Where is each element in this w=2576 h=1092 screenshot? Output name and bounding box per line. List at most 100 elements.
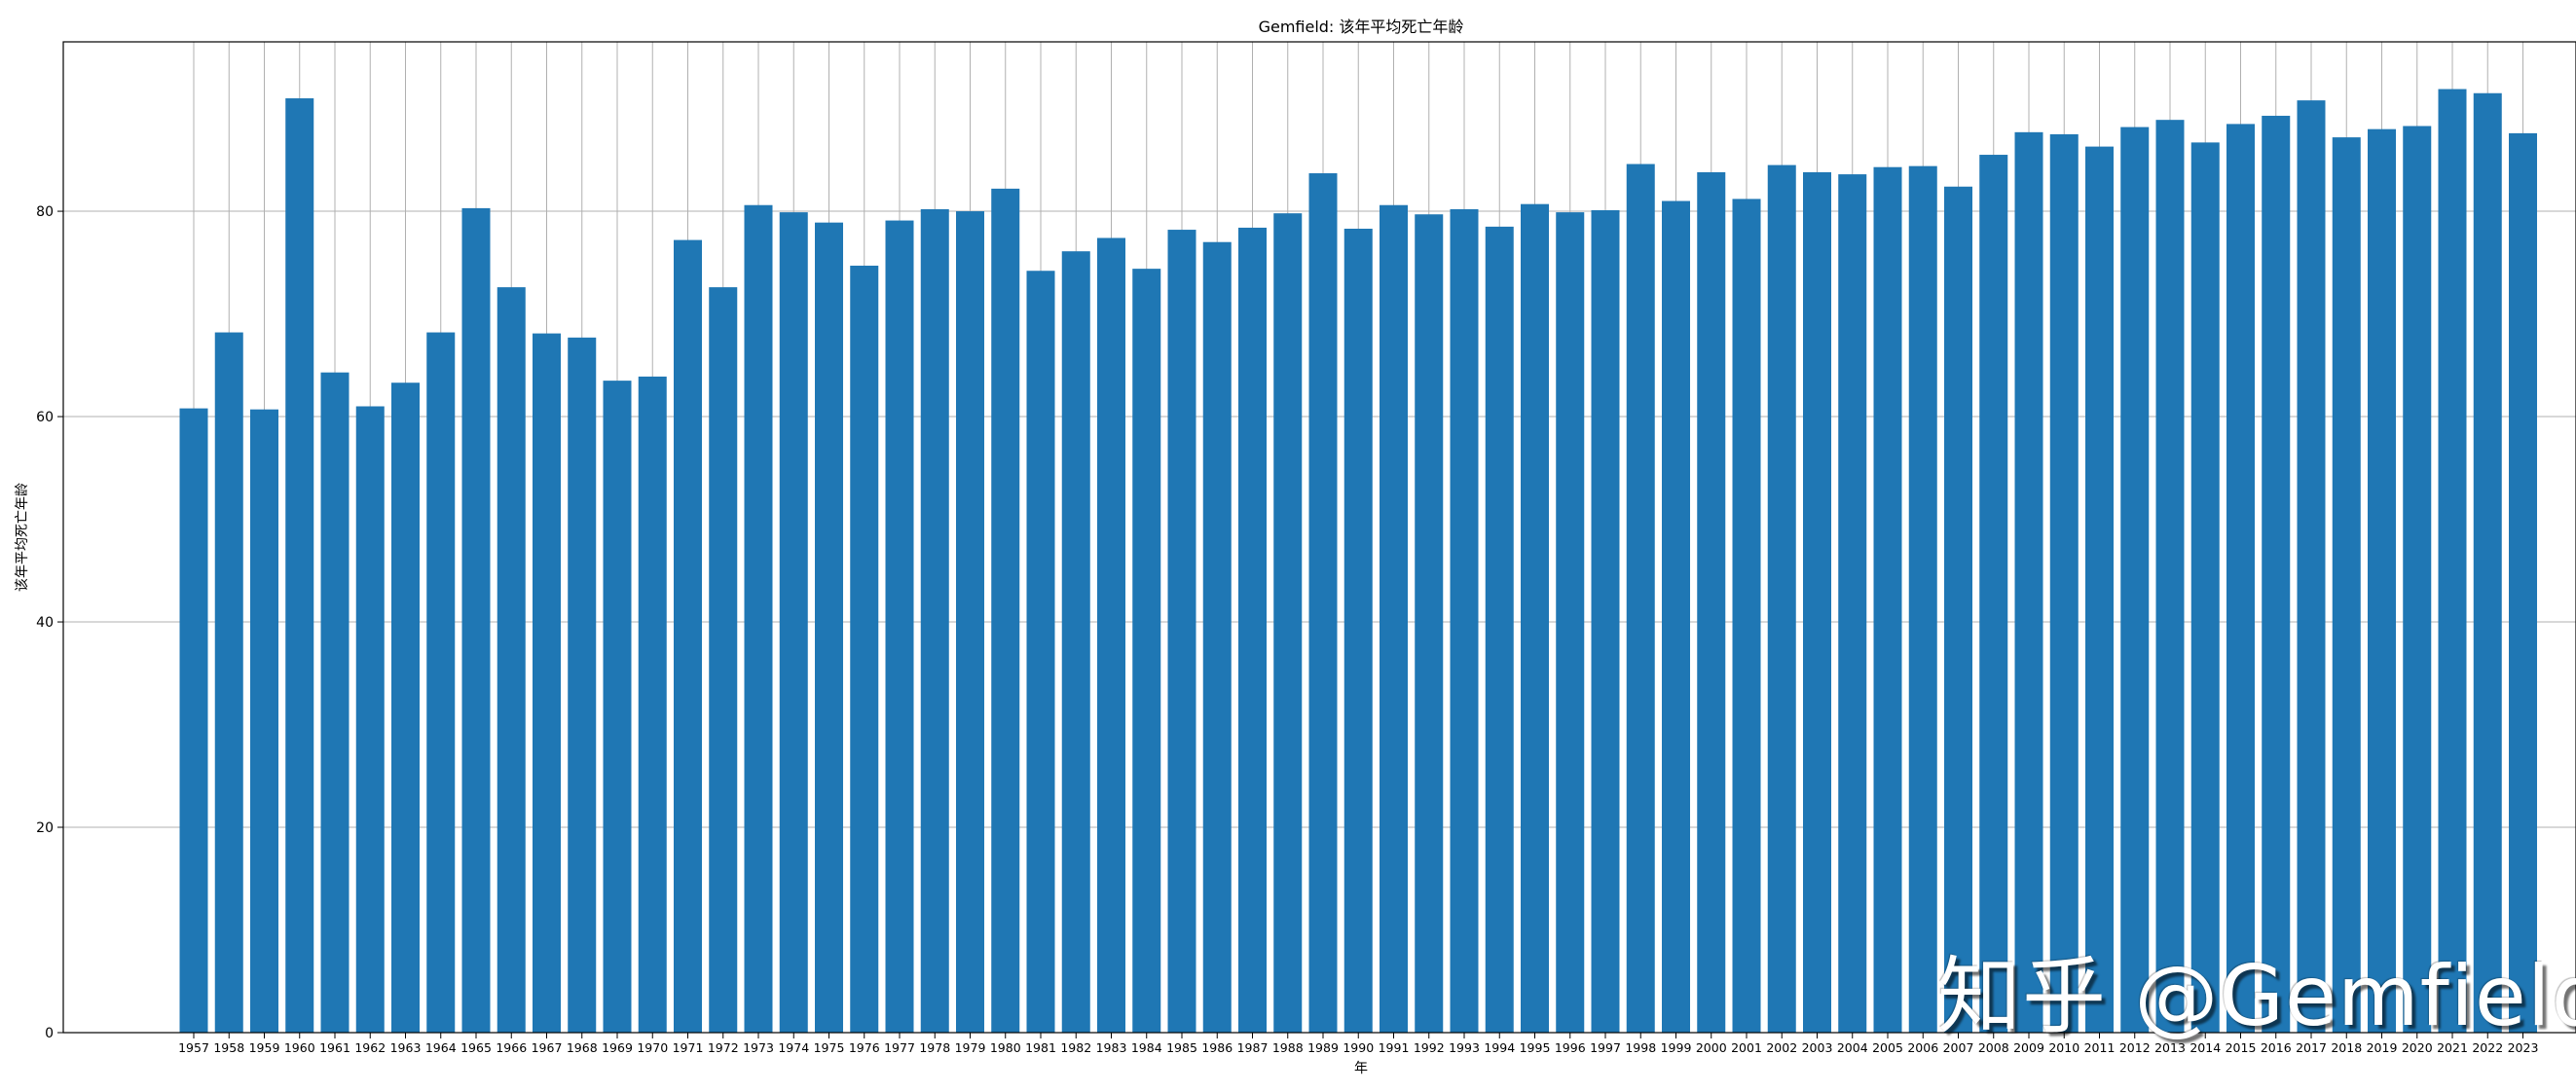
x-tick-label: 1979 — [955, 1040, 986, 1055]
chart-title: Gemfield: 该年平均死亡年龄 — [1259, 18, 1464, 36]
plot-frame — [62, 41, 2576, 1034]
bar-1980 — [991, 188, 1020, 1033]
x-tick-label: 2007 — [1943, 1040, 1974, 1055]
y-axis-label: 该年平均死亡年龄 — [15, 483, 30, 592]
x-tick-label: 1976 — [849, 1040, 880, 1055]
bar-2008 — [1979, 155, 2008, 1034]
y-tick-label: 40 — [36, 615, 54, 631]
bar-1967 — [533, 333, 561, 1034]
bar-2011 — [2085, 146, 2114, 1034]
x-tick-label: 2002 — [1766, 1040, 1797, 1055]
x-tick-label: 2004 — [1837, 1040, 1868, 1055]
x-tick-label: 1977 — [884, 1040, 915, 1055]
x-tick-label: 2023 — [2508, 1040, 2539, 1055]
x-tick-label: 1959 — [249, 1040, 280, 1055]
bar-2000 — [1697, 171, 1726, 1034]
bar-1973 — [744, 204, 773, 1033]
bar-2002 — [1767, 164, 1796, 1033]
bar-1996 — [1556, 212, 1585, 1034]
bar-2009 — [2014, 131, 2043, 1034]
bar-1981 — [1026, 271, 1055, 1033]
bar-1968 — [568, 337, 597, 1033]
bar-2015 — [2226, 124, 2255, 1033]
bar-1978 — [920, 208, 949, 1033]
x-tick-label: 1980 — [990, 1040, 1021, 1055]
x-tick-label: 1984 — [1131, 1040, 1162, 1055]
bar-2012 — [2120, 127, 2150, 1034]
bar-1969 — [603, 381, 632, 1033]
x-tick-label: 1986 — [1201, 1040, 1233, 1055]
x-tick-label: 2000 — [1696, 1040, 1727, 1055]
x-tick-label: 1962 — [354, 1040, 386, 1055]
bar-1993 — [1450, 208, 1479, 1033]
bar-1991 — [1380, 204, 1408, 1033]
bar-1976 — [850, 265, 879, 1034]
bar-2016 — [2262, 115, 2291, 1033]
x-tick-label: 1965 — [460, 1040, 492, 1055]
y-tick-label: 80 — [36, 204, 54, 220]
x-tick-label: 1994 — [1484, 1040, 1515, 1055]
x-axis-label: 年 — [1354, 1061, 1368, 1076]
x-tick-label: 2018 — [2331, 1040, 2362, 1055]
bar-1990 — [1343, 228, 1373, 1033]
x-tick-label: 2013 — [2154, 1040, 2186, 1055]
bar-1964 — [426, 332, 456, 1034]
bar-2006 — [1908, 165, 1937, 1033]
x-tick-label: 1981 — [1025, 1040, 1056, 1055]
x-tick-label: 2020 — [2402, 1040, 2433, 1055]
x-tick-label: 1973 — [743, 1040, 774, 1055]
y-tick-label: 20 — [36, 820, 54, 836]
bar-2001 — [1732, 199, 1761, 1034]
x-tick-label: 2021 — [2437, 1040, 2468, 1055]
x-tick-label: 2010 — [2048, 1040, 2079, 1055]
y-tick-label: 60 — [36, 410, 54, 425]
x-tick-label: 1964 — [425, 1040, 457, 1055]
bar-2017 — [2297, 100, 2326, 1034]
bar-2018 — [2332, 137, 2361, 1033]
x-tick-label: 1974 — [778, 1040, 809, 1055]
bar-2007 — [1944, 186, 1972, 1034]
bar-1997 — [1591, 210, 1620, 1033]
bar-1979 — [956, 211, 984, 1033]
x-tick-label: 2022 — [2472, 1040, 2503, 1055]
x-tick-label: 2001 — [1731, 1040, 1762, 1055]
bar-1959 — [250, 409, 278, 1033]
x-tick-label: 1972 — [708, 1040, 739, 1055]
watermark: 知乎 @Gemfield — [1937, 948, 2576, 1045]
bar-2014 — [2190, 142, 2220, 1033]
bar-2003 — [1803, 171, 1831, 1034]
x-tick-label: 2003 — [1802, 1040, 1833, 1055]
x-tick-label: 1995 — [1520, 1040, 1551, 1055]
bar-1965 — [461, 207, 491, 1034]
x-tick-label: 1987 — [1237, 1040, 1269, 1055]
bar-1995 — [1521, 203, 1549, 1033]
bar-1983 — [1097, 237, 1125, 1033]
x-tick-label: 1988 — [1272, 1040, 1304, 1055]
y-tick-label: 0 — [45, 1026, 54, 1041]
x-axis: 1957 1958 1959 1960 1961 1962 1963 1964 1965 1966… — [178, 1033, 2538, 1055]
x-tick-label: 1971 — [673, 1040, 704, 1055]
x-tick-label: 1993 — [1449, 1040, 1480, 1055]
x-tick-label: 2011 — [2084, 1040, 2116, 1055]
x-tick-label: 1975 — [814, 1040, 845, 1055]
bar-1971 — [674, 239, 702, 1034]
bar-1985 — [1167, 230, 1196, 1033]
x-tick-label: 1992 — [1414, 1040, 1445, 1055]
bar-2021 — [2438, 89, 2467, 1033]
x-tick-label: 2016 — [2261, 1040, 2292, 1055]
x-tick-label: 2005 — [1872, 1040, 1903, 1055]
bar-1961 — [320, 372, 350, 1034]
x-tick-label: 2009 — [2013, 1040, 2044, 1055]
bar-2023 — [2509, 132, 2537, 1034]
x-tick-label: 1999 — [1661, 1040, 1692, 1055]
bar-2022 — [2473, 92, 2502, 1034]
bar-1994 — [1485, 226, 1514, 1034]
x-tick-label: 2006 — [1907, 1040, 1938, 1055]
x-tick-label: 1957 — [178, 1040, 209, 1055]
x-tick-label: 1970 — [637, 1040, 668, 1055]
x-tick-label: 1960 — [284, 1040, 315, 1055]
x-tick-label: 2019 — [2367, 1040, 2398, 1055]
x-tick-label: 1998 — [1625, 1040, 1656, 1055]
